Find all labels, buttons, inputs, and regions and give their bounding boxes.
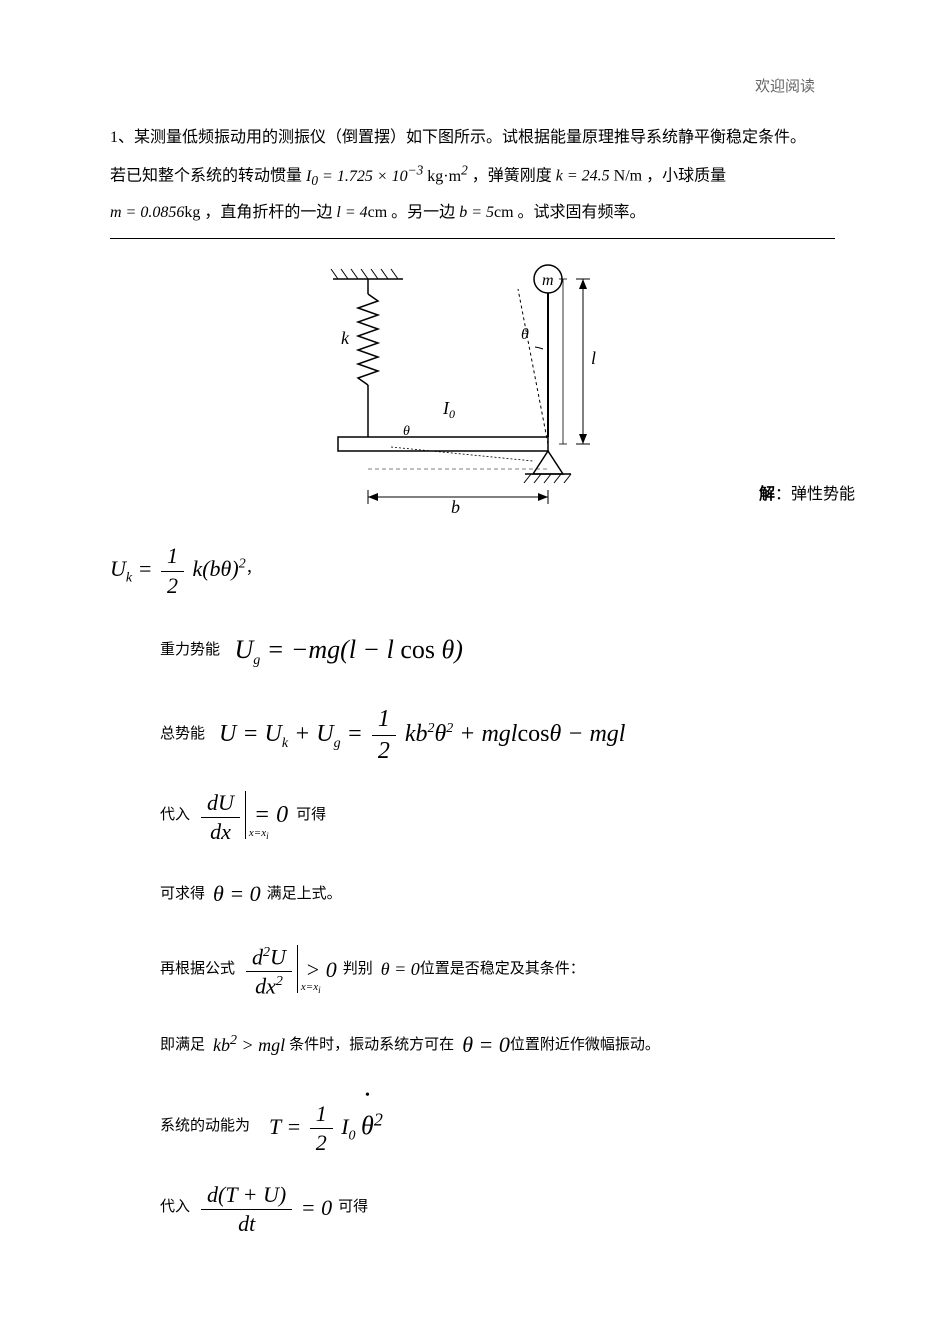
pivot-support (524, 451, 571, 483)
other-prefix: 。另一边 (391, 204, 455, 221)
eq9-prefix: 代入 (160, 1186, 190, 1228)
eq7-prefix: 即满足 (160, 1024, 205, 1066)
total-pe-label: 总势能 (160, 713, 205, 755)
eq8-prefix: 系统的动能为 (160, 1105, 250, 1147)
grav-pe-label: 重力势能 (160, 629, 220, 671)
eq7-suffix: 位置附近作微幅振动。 (510, 1024, 660, 1066)
inertia-value: I0 = 1.725 × 10−3 kg·m2 (306, 168, 468, 185)
m-label: m (542, 272, 554, 289)
problem-line2-prefix: 若已知整个系统的转动惯量 (110, 168, 302, 185)
divider-line (110, 238, 835, 239)
spring-icon (358, 279, 378, 437)
eq-second-deriv: 再根据公式 d2Udx2 x=xi > 0 判别 θ = 0 位置是否稳定及其条… (160, 939, 835, 1001)
displaced-rod (518, 289, 548, 444)
stiffness-value: k = 24.5 N/m (556, 168, 642, 185)
eq-theta-zero: 可求得 θ = 0 满足上式。 (160, 863, 835, 925)
horizontal-bar (338, 437, 548, 451)
theta-label-top: θ (521, 326, 529, 343)
l-value: l = 4cm (336, 204, 387, 221)
eq-elastic-pe: Uk = 12 k(bθ)2 ， (110, 538, 835, 600)
theta-arc-top (535, 347, 543, 349)
theta-label-bar: θ (403, 424, 410, 439)
elastic-pe-label: ：弹性势能 (775, 486, 855, 503)
eq5-suffix: 满足上式。 (267, 873, 342, 915)
b-label: b (451, 497, 460, 517)
eq4-suffix: 可得 (296, 794, 326, 836)
answer-bold: 解 (759, 486, 775, 503)
k-label: k (341, 328, 350, 348)
eq-energy-deriv: 代入 d(T + U)dt = 0 可得 (160, 1177, 835, 1239)
problem-suffix: 。试求固有频率。 (518, 204, 646, 221)
eq6-mid: 判别 (343, 948, 373, 990)
answer-label: 解：弹性势能 (759, 480, 855, 504)
sub-label-1: 代入 (160, 794, 190, 836)
mass-prefix: ，小球质量 (646, 168, 726, 185)
eq9-suffix: 可得 (338, 1186, 368, 1228)
l-label: l (591, 348, 596, 368)
problem-statement: 1、某测量低频振动用的测振仪（倒置摆）如下图所示。试根据能量原理推导系统静平衡稳… (110, 120, 835, 230)
eq7-mid: 条件时，振动系统方可在 (289, 1024, 454, 1066)
diagram-figure: k m θ I0 θ l (110, 259, 835, 524)
eq6-suffix: 位置是否稳定及其条件： (420, 948, 585, 990)
eq-kinetic: 系统的动能为 T = 12 I0 θ2 (160, 1090, 835, 1163)
eq5-prefix: 可求得 (160, 873, 205, 915)
problem-line1: 1、某测量低频振动用的测振仪（倒置摆）如下图所示。试根据能量原理推导系统静平衡稳… (110, 129, 806, 146)
pendulum-diagram: k m θ I0 θ l (293, 259, 653, 519)
ceiling-hatch (331, 269, 403, 279)
mass-value: m = 0.0856kg (110, 204, 200, 221)
displaced-bar (391, 447, 533, 461)
eq-first-deriv: 代入 dUdx x=xi = 0 可得 (160, 782, 835, 849)
i0-label: I0 (442, 398, 455, 421)
stiffness-prefix: ，弹簧刚度 (472, 168, 552, 185)
page-header: 欢迎阅读 (755, 75, 815, 96)
eq-total-pe: 总势能 U = Uk + Ug = 12 kb2θ2 + mglcosθ − m… (160, 701, 835, 768)
rod-prefix: ，直角折杆的一边 (204, 204, 332, 221)
eq-grav-pe: 重力势能 Ug = −mg(l − l cos θ) (160, 614, 835, 687)
eq6-prefix: 再根据公式 (160, 948, 235, 990)
eq-stability-cond: 即满足 kb2 > mgl 条件时，振动系统方可在 θ = 0 位置附近作微幅振… (160, 1014, 835, 1076)
solution-block: Uk = 12 k(bθ)2 ， 重力势能 Ug = −mg(l − l cos… (110, 538, 835, 1238)
b-value: b = 5cm (459, 204, 513, 221)
